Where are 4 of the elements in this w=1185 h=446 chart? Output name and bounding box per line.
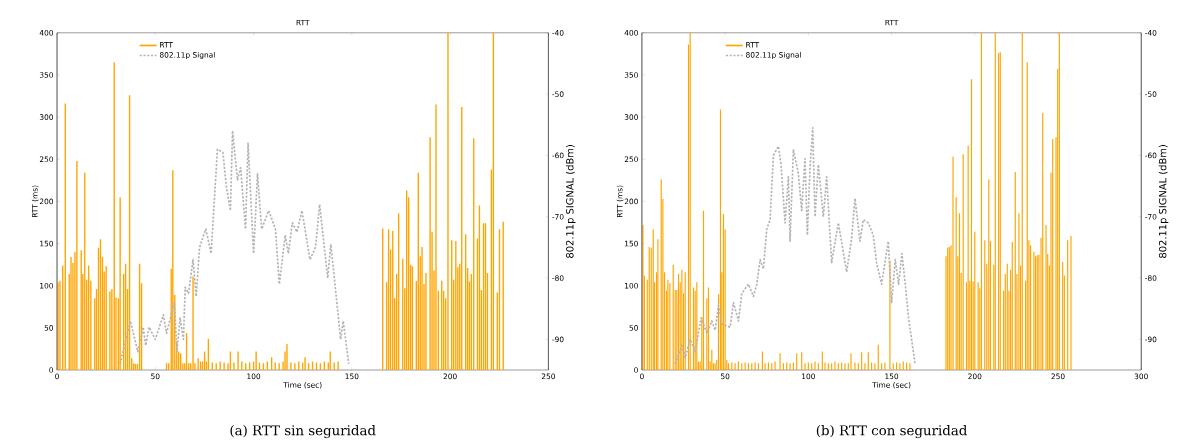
y2-axis-title: 802.11p SIGNAL (dBm) [1158, 145, 1169, 259]
y2-axis-title: 802.11p SIGNAL (dBm) [565, 145, 576, 259]
text: (b) RTT con seguridad [816, 425, 967, 439]
text: (a) RTT sin seguridad [230, 425, 376, 439]
